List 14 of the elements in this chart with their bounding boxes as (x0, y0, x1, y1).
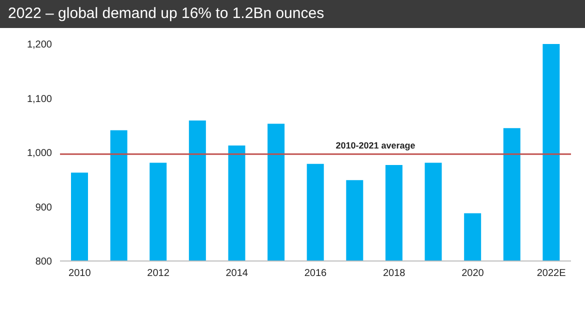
x-tick-label: 2014 (226, 268, 248, 280)
x-tick-label: 2010 (68, 268, 92, 280)
chart-title: 2022 – global demand up 16% to 1.2Bn ounces (0, 0, 585, 28)
x-tick-label: 2020 (462, 268, 484, 280)
ref-line-label: 2010-2021 average (336, 140, 416, 151)
y-tick-label: 1,200 (26, 40, 52, 51)
y-tick-label: 1,100 (26, 94, 52, 105)
x-tick-label: 2022E (536, 268, 566, 280)
y-tick-label: 900 (35, 202, 52, 214)
y-tick-label: 800 (35, 256, 52, 268)
x-tick-label: 2016 (304, 268, 328, 280)
x-tick-label: 2012 (147, 268, 170, 280)
x-tick-label: 2018 (382, 268, 406, 280)
y-tick-label: 1,000 (26, 148, 52, 160)
